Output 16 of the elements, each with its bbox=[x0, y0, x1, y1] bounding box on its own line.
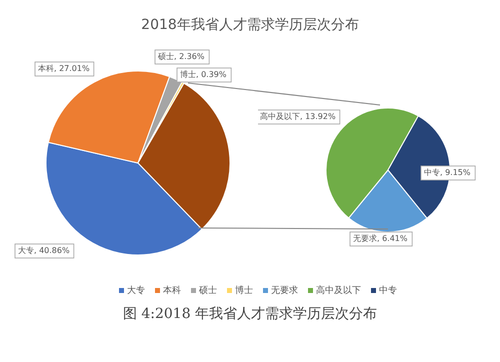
chart-title: 2018年我省人才需求学历层次分布 bbox=[140, 16, 360, 33]
data-label: 中专, 9.15% bbox=[424, 168, 471, 178]
legend-label: 无要求 bbox=[270, 284, 298, 297]
legend-label: 本科 bbox=[162, 284, 181, 297]
data-label: 硕士, 2.36% bbox=[157, 52, 205, 62]
data-label: 本科, 27.01% bbox=[38, 64, 90, 74]
legend-label: 高中及以下 bbox=[315, 284, 361, 297]
legend-label: 大专 bbox=[126, 284, 145, 297]
data-label: 无要求, 6.41% bbox=[353, 234, 408, 244]
data-label: 大专, 40.86% bbox=[18, 246, 70, 256]
caption: 图 4:2018 年我省人才需求学历层次分布 bbox=[122, 305, 378, 323]
legend-label: 博士 bbox=[234, 284, 253, 297]
data-label: 高中及以下, 13.92% bbox=[260, 112, 336, 122]
legend-label: 硕士 bbox=[198, 284, 217, 297]
data-label: 博士, 0.39% bbox=[180, 70, 227, 80]
legend-label: 中专 bbox=[378, 284, 397, 297]
